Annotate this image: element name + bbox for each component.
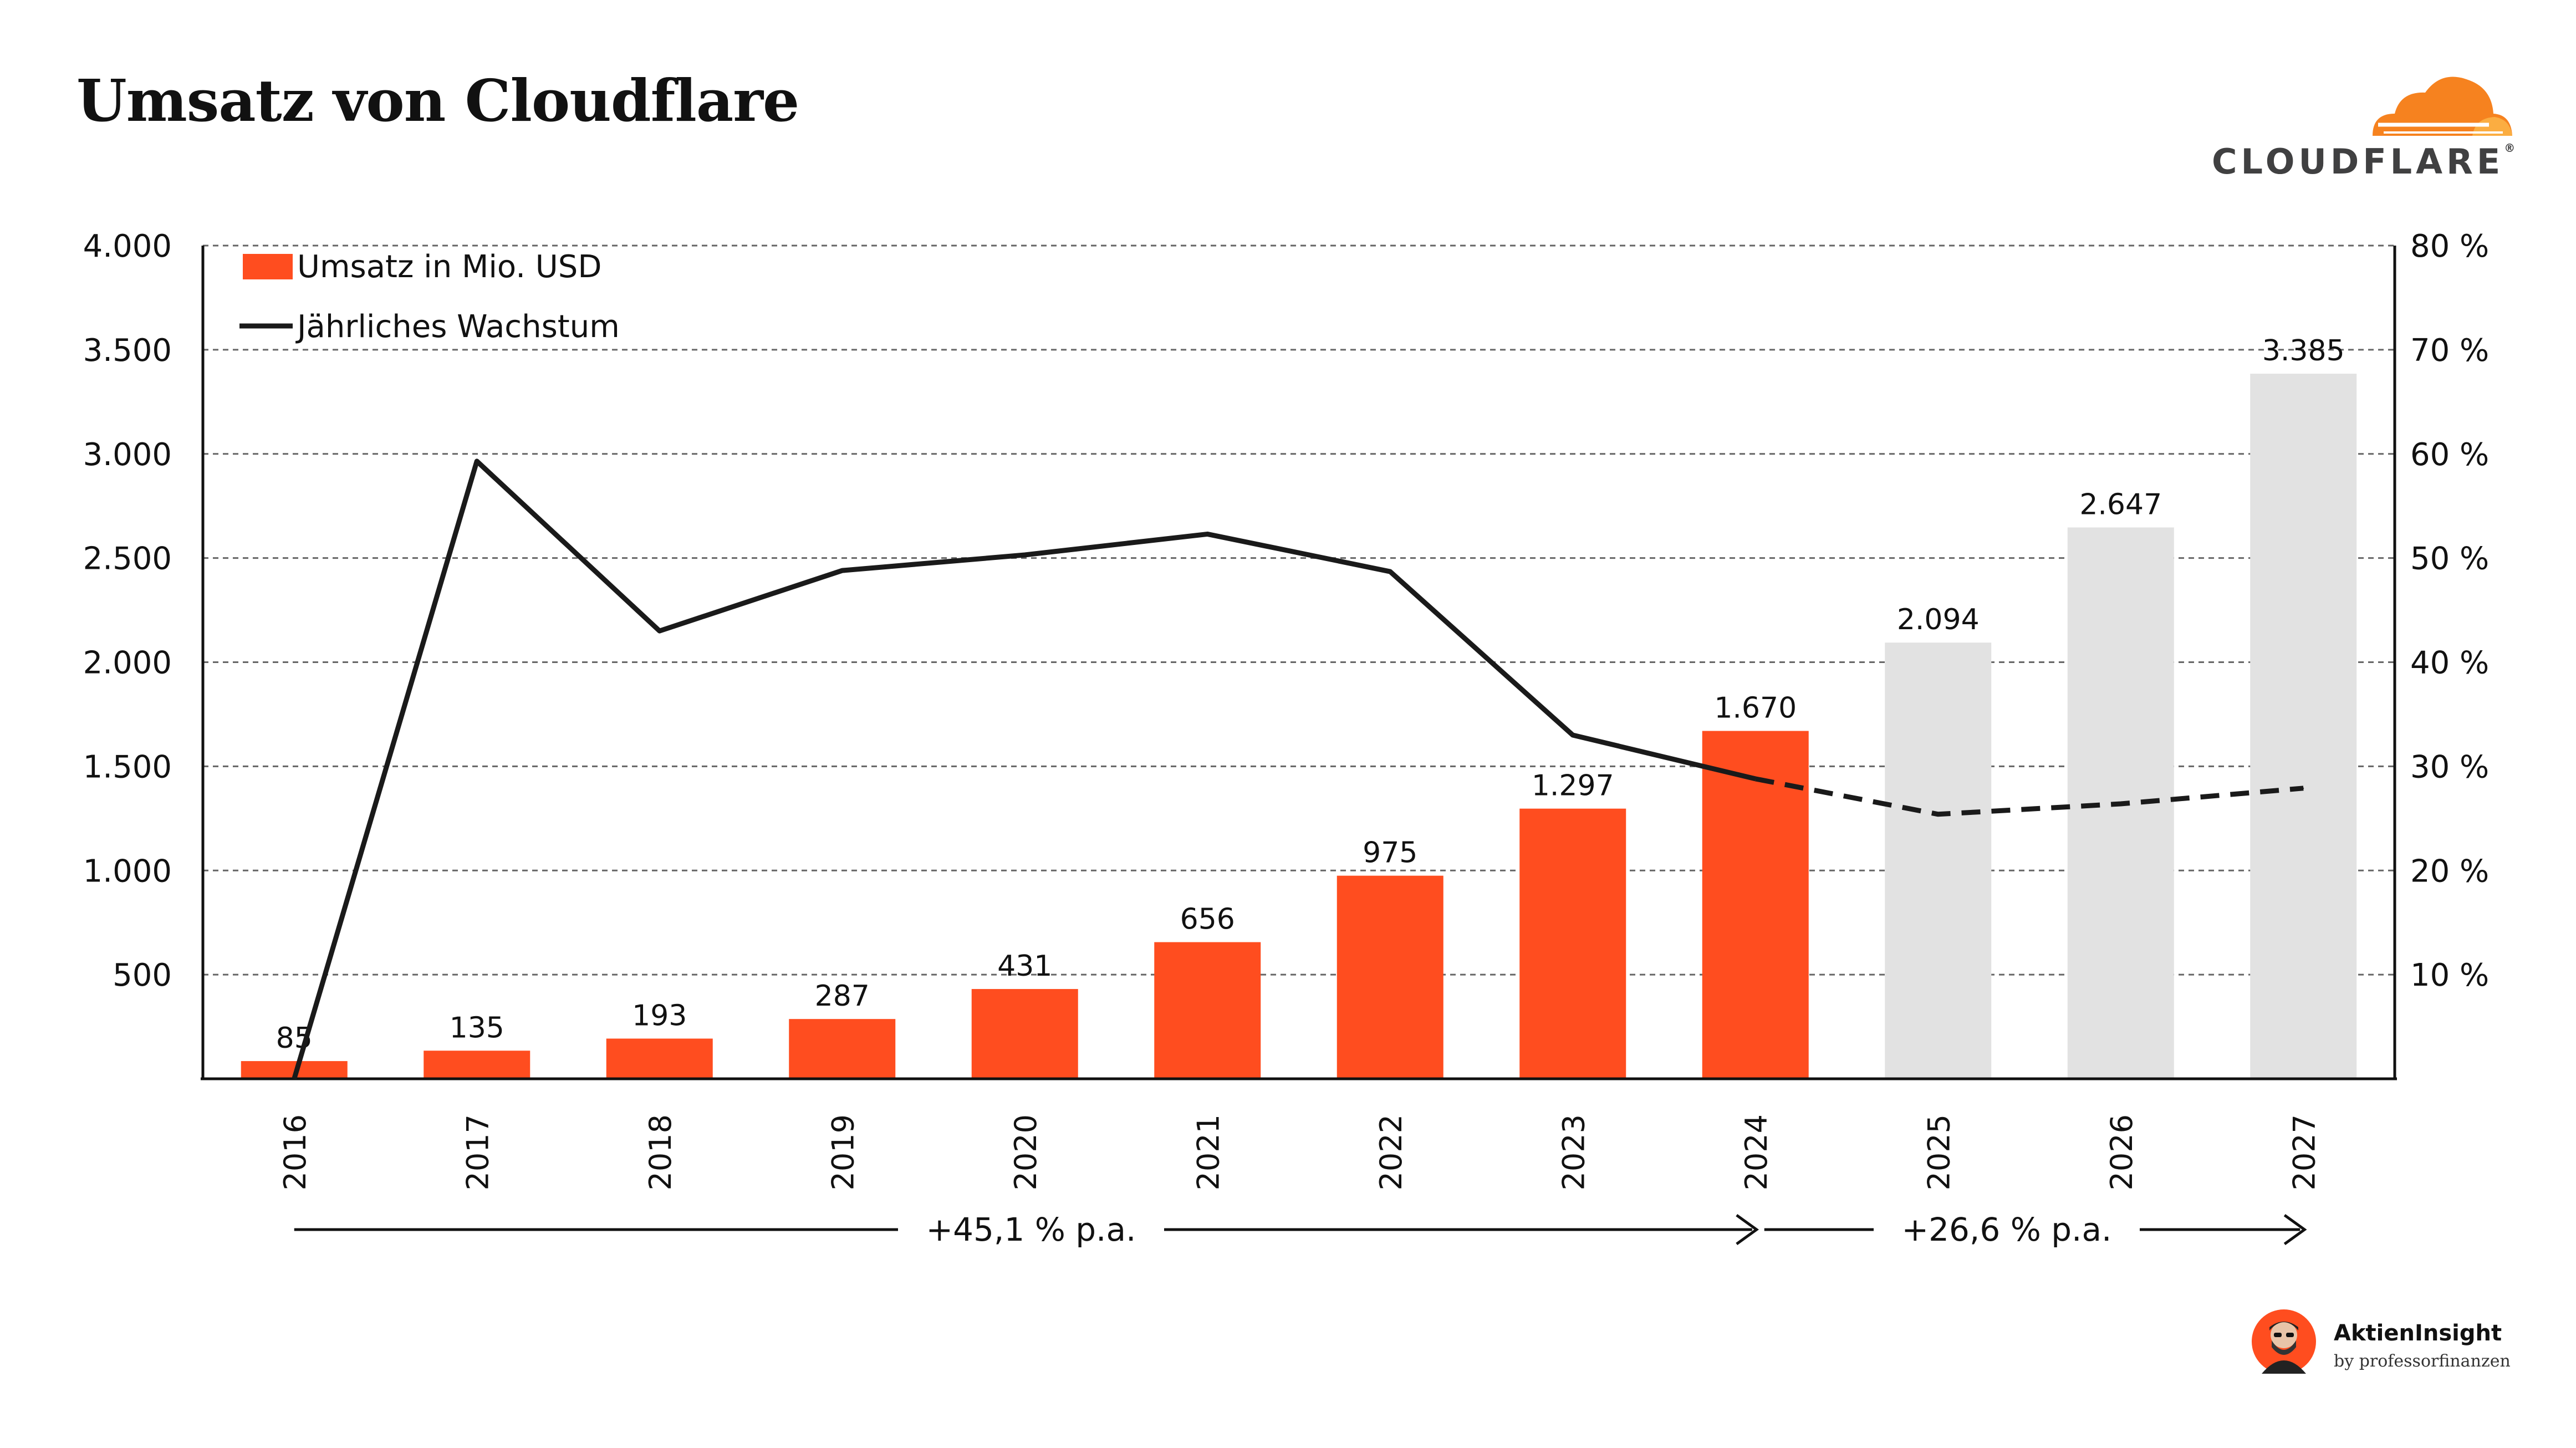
x-tick-label: 2020 bbox=[1008, 1114, 1043, 1190]
y-right-tick-label: 80 % bbox=[2410, 228, 2489, 264]
bar-value-label: 1.670 bbox=[1714, 691, 1797, 725]
y-right-tick-label: 50 % bbox=[2410, 541, 2489, 577]
y-left-tick-label: 3.500 bbox=[83, 333, 172, 369]
growth-point bbox=[1389, 571, 1391, 573]
growth-point bbox=[2303, 787, 2304, 789]
y-left-tick-label: 1.500 bbox=[83, 749, 172, 785]
growth-point bbox=[1572, 735, 1574, 736]
cagr-label-2024-2027: +26,6 % p.a. bbox=[1902, 1211, 2112, 1248]
bar-2027 bbox=[2250, 374, 2357, 1079]
cloudflare-cloud-icon bbox=[2373, 77, 2512, 136]
x-tick-label: 2023 bbox=[1556, 1114, 1591, 1190]
y-right-tick-label: 30 % bbox=[2410, 749, 2489, 785]
y-left-tick-label: 500 bbox=[113, 957, 172, 993]
bar-value-label: 135 bbox=[450, 1011, 504, 1044]
bar-2020 bbox=[971, 989, 1078, 1079]
growth-line-forecast bbox=[1754, 776, 2304, 817]
bar-2021 bbox=[1154, 942, 1261, 1079]
bar-value-label: 193 bbox=[632, 999, 687, 1032]
x-tick-label: 2025 bbox=[1921, 1114, 1956, 1190]
bar-value-label: 656 bbox=[1180, 903, 1235, 936]
bar-2024 bbox=[1702, 731, 1809, 1079]
y-left-tick-label: 4.000 bbox=[83, 228, 172, 264]
bar-value-label: 1.297 bbox=[1532, 769, 1614, 803]
bar-value-label: 431 bbox=[997, 950, 1052, 983]
bar-2025 bbox=[1885, 643, 1992, 1079]
y-left-tick-label: 3.000 bbox=[83, 437, 172, 473]
x-tick-label: 2024 bbox=[1739, 1114, 1774, 1190]
logo-registered-mark: ® bbox=[2504, 141, 2516, 155]
y-right-tick-label: 10 % bbox=[2410, 957, 2489, 993]
x-tick-label: 2027 bbox=[2287, 1114, 2322, 1190]
legend-label-revenue: Umsatz in Mio. USD bbox=[297, 249, 601, 285]
bar-value-label: 2.647 bbox=[2079, 488, 2162, 521]
y-right-tick-label: 60 % bbox=[2410, 437, 2489, 473]
growth-point bbox=[1937, 813, 1939, 815]
cagr-arrowhead bbox=[1736, 1214, 1759, 1246]
bar-value-label: 975 bbox=[1363, 837, 1417, 870]
bar-2023 bbox=[1519, 808, 1626, 1079]
x-tick-label: 2021 bbox=[1191, 1114, 1226, 1190]
footer-brand-name: AktienInsight bbox=[2334, 1320, 2502, 1346]
x-tick-label: 2019 bbox=[825, 1114, 860, 1190]
growth-point bbox=[1754, 778, 1756, 779]
x-tick-label: 2016 bbox=[278, 1114, 313, 1190]
bar-value-label: 3.385 bbox=[2262, 334, 2345, 368]
growth-point bbox=[841, 570, 843, 572]
y-right-tick-label: 40 % bbox=[2410, 645, 2489, 681]
growth-point bbox=[1207, 533, 1208, 535]
cagr-label-2016-2024: +45,1 % p.a. bbox=[926, 1211, 1136, 1248]
cloudflare-logo: CLOUDFLARE® bbox=[2212, 69, 2522, 186]
x-tick-label: 2017 bbox=[460, 1114, 495, 1190]
growth-point bbox=[2120, 803, 2121, 805]
bar-value-label: 2.094 bbox=[1897, 603, 1980, 636]
growth-point bbox=[1024, 554, 1026, 555]
x-tick-label: 2022 bbox=[1374, 1114, 1409, 1190]
bar-2019 bbox=[789, 1019, 896, 1079]
y-right-tick-label: 70 % bbox=[2410, 333, 2489, 369]
bar-2022 bbox=[1337, 875, 1443, 1079]
footer-brand-sub: by professorfinanzen bbox=[2334, 1352, 2511, 1371]
bar-2018 bbox=[606, 1038, 713, 1079]
legend-label-growth: Jährliches Wachstum bbox=[295, 309, 620, 345]
bar-value-label: 287 bbox=[815, 980, 870, 1013]
logo-wordmark: CLOUDFLARE bbox=[2212, 141, 2504, 182]
page-title: Umsatz von Cloudflare bbox=[76, 67, 799, 135]
x-tick-label: 2026 bbox=[2104, 1114, 2139, 1190]
y-left-tick-label: 2.000 bbox=[83, 645, 172, 681]
y-left-tick-label: 1.000 bbox=[83, 853, 172, 889]
y-right-tick-label: 20 % bbox=[2410, 853, 2489, 889]
y-left-tick-label: 2.500 bbox=[83, 541, 172, 577]
growth-point bbox=[476, 460, 478, 462]
legend-swatch-revenue bbox=[243, 254, 293, 279]
growth-point bbox=[659, 630, 660, 632]
growth-point bbox=[293, 1078, 295, 1079]
bar-2017 bbox=[424, 1051, 530, 1079]
avatar-icon bbox=[2252, 1309, 2316, 1374]
x-tick-label: 2018 bbox=[643, 1114, 678, 1190]
footer-brand: AktienInsight by professorfinanzen bbox=[2251, 1308, 2539, 1386]
cagr-arrowhead bbox=[2283, 1214, 2307, 1246]
